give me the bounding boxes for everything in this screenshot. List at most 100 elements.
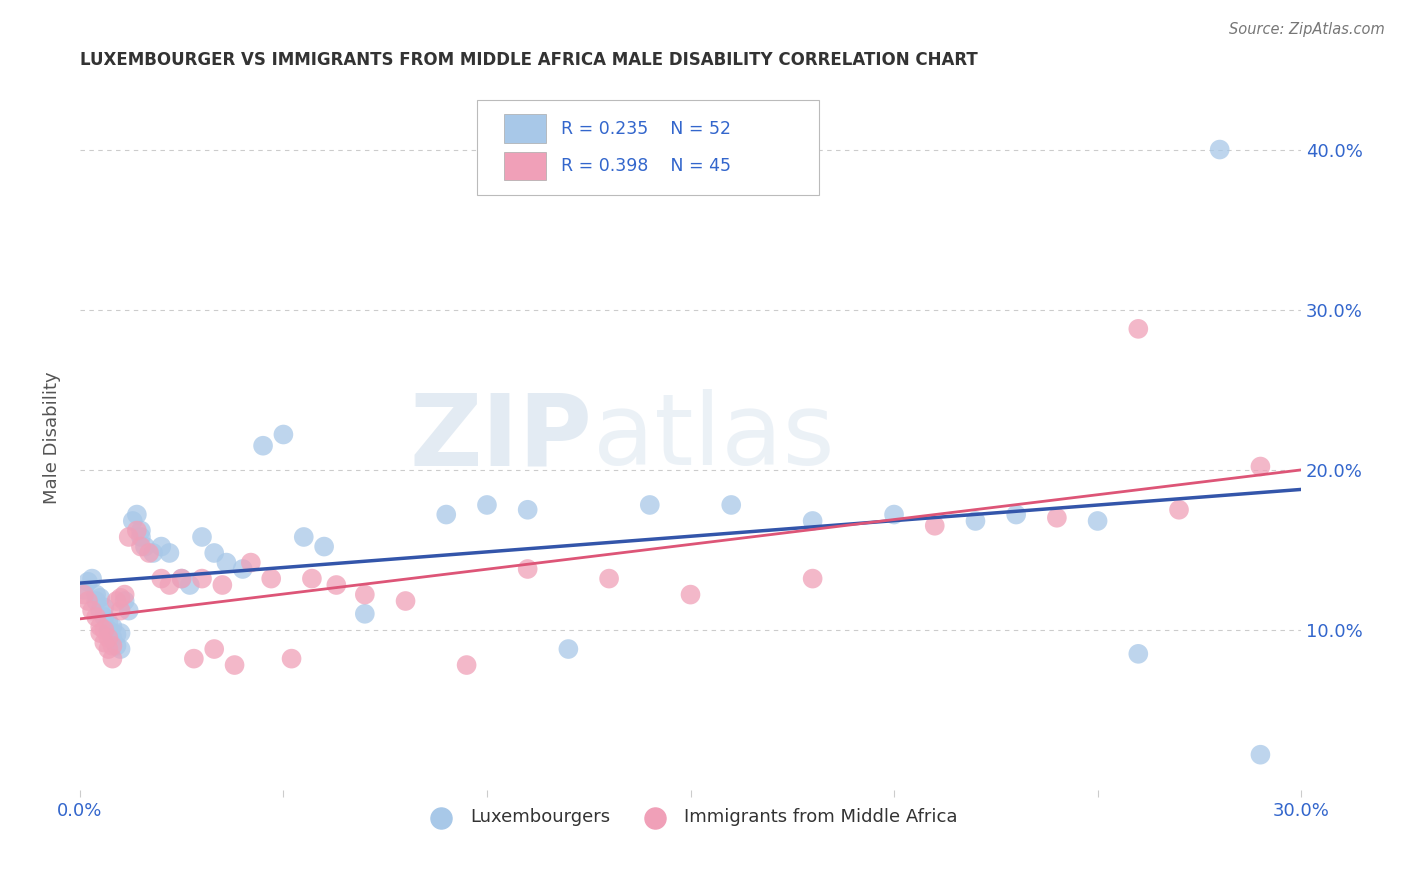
Point <box>150 540 173 554</box>
Point <box>924 518 946 533</box>
Point <box>93 600 115 615</box>
Point <box>97 615 120 629</box>
Point <box>110 604 132 618</box>
Text: Source: ZipAtlas.com: Source: ZipAtlas.com <box>1229 22 1385 37</box>
Point <box>720 498 742 512</box>
Point <box>252 439 274 453</box>
Text: ZIP: ZIP <box>411 389 593 486</box>
Point <box>598 572 620 586</box>
Point <box>77 594 100 608</box>
Point <box>638 498 661 512</box>
Point <box>121 514 143 528</box>
Text: R = 0.398    N = 45: R = 0.398 N = 45 <box>561 157 731 175</box>
Point <box>1128 647 1150 661</box>
Point <box>84 610 107 624</box>
Point <box>84 588 107 602</box>
Point <box>314 540 336 554</box>
Point <box>159 578 181 592</box>
Point <box>679 588 702 602</box>
Point <box>118 530 141 544</box>
Point <box>434 508 457 522</box>
Point <box>883 508 905 522</box>
Point <box>73 582 96 597</box>
Point <box>215 556 238 570</box>
Point <box>353 588 375 602</box>
Point <box>394 594 416 608</box>
Point <box>202 546 225 560</box>
Y-axis label: Male Disability: Male Disability <box>44 371 60 504</box>
Point <box>239 556 262 570</box>
Point <box>516 502 538 516</box>
Point <box>80 604 103 618</box>
Point <box>97 631 120 645</box>
Point <box>118 604 141 618</box>
Point <box>1005 508 1028 522</box>
Point <box>232 562 254 576</box>
Point <box>73 588 96 602</box>
Point <box>801 514 824 528</box>
Point <box>97 642 120 657</box>
Point <box>110 591 132 605</box>
Point <box>179 578 201 592</box>
Point <box>93 610 115 624</box>
Point <box>202 642 225 657</box>
Point <box>89 626 111 640</box>
Point <box>110 642 132 657</box>
Point <box>129 530 152 544</box>
Point <box>280 651 302 665</box>
Point <box>142 546 165 560</box>
Point <box>114 594 136 608</box>
Point <box>1128 322 1150 336</box>
Point <box>557 642 579 657</box>
Legend: Luxembourgers, Immigrants from Middle Africa: Luxembourgers, Immigrants from Middle Af… <box>416 801 965 834</box>
Point <box>101 639 124 653</box>
Point <box>211 578 233 592</box>
Point <box>134 540 156 554</box>
Point <box>1249 459 1271 474</box>
Text: LUXEMBOURGER VS IMMIGRANTS FROM MIDDLE AFRICA MALE DISABILITY CORRELATION CHART: LUXEMBOURGER VS IMMIGRANTS FROM MIDDLE A… <box>80 51 977 69</box>
FancyBboxPatch shape <box>477 100 818 194</box>
Text: R = 0.235    N = 52: R = 0.235 N = 52 <box>561 120 731 137</box>
Point <box>89 591 111 605</box>
Point <box>191 572 214 586</box>
Point <box>325 578 347 592</box>
Point <box>183 651 205 665</box>
Point <box>273 427 295 442</box>
Point <box>129 524 152 538</box>
Point <box>191 530 214 544</box>
Point <box>101 631 124 645</box>
FancyBboxPatch shape <box>503 152 547 180</box>
Point <box>516 562 538 576</box>
Point <box>105 627 128 641</box>
Point <box>89 604 111 618</box>
Point <box>456 658 478 673</box>
Point <box>125 524 148 538</box>
Point <box>101 619 124 633</box>
Point <box>138 546 160 560</box>
Point <box>105 594 128 608</box>
Point <box>170 572 193 586</box>
FancyBboxPatch shape <box>503 114 547 143</box>
Point <box>965 514 987 528</box>
Point <box>301 572 323 586</box>
Point <box>84 594 107 608</box>
Point <box>1046 510 1069 524</box>
Point <box>89 619 111 633</box>
Text: atlas: atlas <box>593 389 834 486</box>
Point <box>125 508 148 522</box>
Point <box>353 607 375 621</box>
Point <box>101 651 124 665</box>
Point <box>1168 502 1191 516</box>
Point <box>80 572 103 586</box>
Point <box>801 572 824 586</box>
Point <box>1209 143 1232 157</box>
Point <box>224 658 246 673</box>
Point <box>110 626 132 640</box>
Point <box>105 639 128 653</box>
Point <box>150 572 173 586</box>
Point <box>292 530 315 544</box>
Point <box>159 546 181 560</box>
Point <box>129 540 152 554</box>
Point <box>260 572 283 586</box>
Point <box>97 623 120 637</box>
